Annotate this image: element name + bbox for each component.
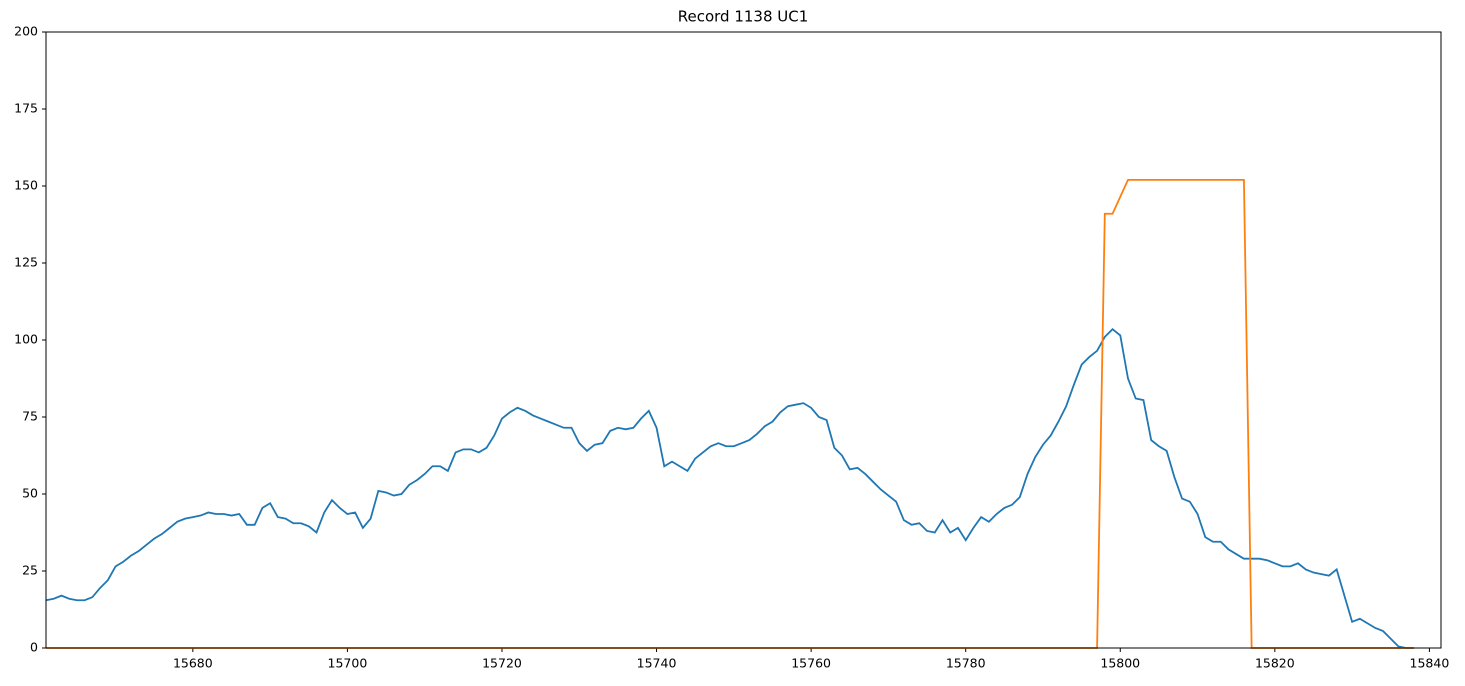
y-tick-label: 150	[14, 178, 38, 193]
x-tick-label: 15800	[1100, 656, 1140, 671]
y-tick-label: 175	[14, 101, 38, 116]
x-tick-label: 15760	[791, 656, 831, 671]
y-tick-label: 100	[14, 332, 38, 347]
y-tick-label: 25	[22, 563, 38, 578]
line-series	[46, 178, 1414, 649]
y-tick-label: 75	[22, 409, 38, 424]
plot-frame	[45, 31, 1442, 649]
x-tick-label: 15720	[482, 656, 522, 671]
x-tick-label: 15780	[946, 656, 986, 671]
chart-title: Record 1138 UC1	[678, 8, 809, 26]
y-tick-label: 125	[14, 255, 38, 270]
y-tick-label: 200	[14, 24, 38, 39]
x-tick-label: 15820	[1255, 656, 1295, 671]
x-tick-label: 15700	[328, 656, 368, 671]
x-tick-label: 15680	[173, 656, 213, 671]
y-tick-label: 50	[22, 486, 38, 501]
line-series	[45, 328, 1414, 649]
y-tick-label: 0	[30, 640, 38, 655]
x-tick-label: 15840	[1410, 656, 1450, 671]
x-tick-label: 15740	[637, 656, 677, 671]
